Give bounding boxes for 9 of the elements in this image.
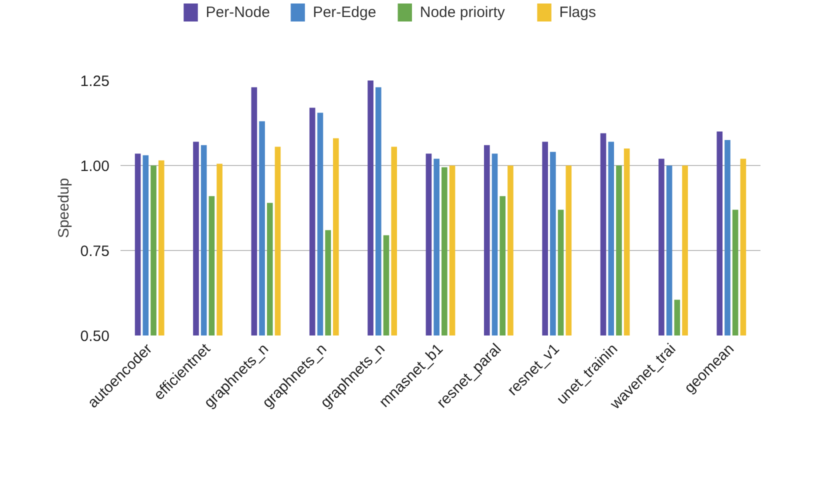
y-tick-label: 0.75	[80, 243, 110, 260]
y-axis-title: Speedup	[55, 178, 72, 238]
y-tick-label: 0.50	[80, 328, 110, 345]
y-tick-label: 1.00	[80, 158, 110, 175]
y-tick-label: 1.25	[80, 73, 110, 90]
legend-label: Per-Node	[206, 4, 270, 21]
legend-label: Per-Edge	[312, 4, 376, 21]
legend-label: Flags	[559, 4, 596, 21]
legend-label: Node prioirty	[420, 4, 506, 21]
